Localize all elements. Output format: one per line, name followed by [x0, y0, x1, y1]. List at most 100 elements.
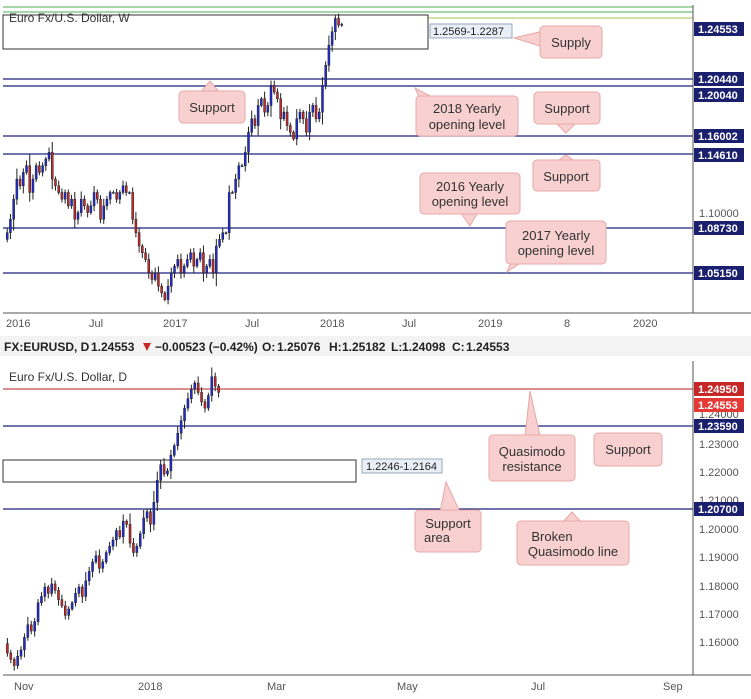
- weekly-candle: [121, 185, 125, 193]
- info-bar-bg: [0, 336, 751, 356]
- daily-candle: [91, 561, 94, 572]
- daily-candle: [169, 454, 173, 472]
- daily-candle: [111, 539, 115, 547]
- callout-yearly-2017-line1: 2017 Yearly: [522, 228, 590, 243]
- weekly-candle: [137, 232, 141, 247]
- weekly-candle: [86, 205, 89, 213]
- callout-supply: Supply: [512, 25, 603, 59]
- callout-support-right-1: Support: [533, 91, 601, 134]
- info-open: 1.25076: [277, 340, 321, 354]
- tag-1-14610: 1.14610: [698, 150, 738, 162]
- weekly-candle: [128, 192, 131, 194]
- daily-candle: [176, 432, 179, 447]
- info-bar: FX:EURUSD, D 1.24553 −0.00523 (−0.42%) O…: [0, 336, 751, 356]
- dta-mar: Mar: [267, 681, 286, 693]
- dta-sep: Sep: [663, 681, 683, 693]
- weekly-candle: [253, 118, 257, 126]
- tag-bg-1-20440: [694, 72, 744, 86]
- daily-candle: [135, 546, 139, 553]
- daily-candle: [173, 445, 176, 456]
- weekly-candle: [250, 118, 253, 133]
- info-high-label: H:: [329, 340, 342, 354]
- daily-candle: [104, 552, 108, 563]
- callout-support-area-line1: Support: [425, 516, 471, 531]
- weekly-candle: [147, 259, 151, 274]
- weekly-candle: [334, 18, 337, 33]
- weekly-candle: [102, 205, 105, 220]
- weekly-candle: [89, 205, 93, 213]
- tag-1-16002: 1.16002: [698, 131, 738, 143]
- daily-price-axis: [693, 361, 751, 675]
- daily-candle: [26, 624, 30, 638]
- daily-candle: [200, 392, 203, 403]
- info-low: 1.24098: [402, 340, 446, 354]
- weekly-candle: [327, 44, 331, 66]
- wt-2016: 2016: [6, 318, 30, 330]
- info-high: 1.25182: [342, 340, 386, 354]
- daily-candle: [210, 376, 214, 396]
- weekly-candle: [9, 219, 12, 233]
- callout-support-daily: Support: [593, 432, 663, 467]
- info-close: 1.24553: [466, 340, 510, 354]
- support-zone-label: 1.2246-1.2164: [366, 461, 437, 473]
- daily-candle: [108, 546, 111, 553]
- weekly-candle: [51, 152, 54, 180]
- weekly-candle: [224, 232, 228, 234]
- tag-bg-1-20040: [694, 88, 744, 102]
- daily-candle: [81, 586, 84, 597]
- daily-candle: [9, 652, 13, 660]
- weekly-candle: [47, 152, 51, 160]
- daily-time-axis: Nov 2018 Mar May Jul Sep: [14, 681, 683, 693]
- daily-candle: [29, 624, 33, 632]
- weekly-candle: [211, 259, 215, 274]
- daily-candle: [36, 602, 40, 622]
- dtag-bg-1-20700: [694, 502, 744, 516]
- weekly-candle: [337, 18, 340, 26]
- daily-axis-ticks: 1.24000 1.23000 1.22000 1.21000 1.20000 …: [699, 409, 739, 649]
- daily-candle: [101, 561, 105, 569]
- wt-2018: 2018: [320, 318, 344, 330]
- tag-bg-1-08730: [694, 221, 744, 235]
- callout-yearly-2018-line2: opening level: [429, 117, 506, 132]
- weekly-candle: [12, 198, 15, 220]
- weekly-candle: [54, 178, 57, 187]
- supply-zone-label: 1.2569-1.2287: [433, 26, 504, 38]
- weekly-candle: [131, 192, 134, 220]
- weekly-candle: [144, 252, 147, 260]
- daily-candle: [87, 571, 91, 582]
- weekly-candle: [96, 192, 99, 200]
- dtag-1-23590: 1.23590: [698, 421, 738, 433]
- tag-1-05150: 1.05150: [698, 268, 738, 280]
- weekly-candle: [314, 105, 318, 120]
- dta-nov: Nov: [14, 681, 34, 693]
- wt-8: 8: [564, 318, 570, 330]
- daily-candle: [47, 586, 50, 594]
- dtag-bg-1-24950: [694, 382, 744, 396]
- dt-tick-1-18: 1.18000: [699, 581, 739, 593]
- weekly-candle: [28, 165, 31, 193]
- wt-jul-3: Jul: [402, 318, 416, 330]
- callout-broken-qm: Broken Quasimodo line: [516, 511, 630, 566]
- weekly-candle: [198, 252, 202, 260]
- daily-candle: [121, 520, 125, 538]
- weekly-candle: [324, 65, 327, 86]
- weekly-candle: [340, 24, 344, 26]
- tag-bg-1-16002: [694, 129, 744, 143]
- weekly-candle: [266, 105, 270, 113]
- weekly-candle: [134, 219, 138, 233]
- weekly-candle: [182, 265, 186, 274]
- weekly-candle: [308, 111, 311, 133]
- weekly-candle: [18, 178, 22, 187]
- daily-candle: [74, 593, 77, 604]
- daily-candle: [142, 517, 145, 534]
- weekly-candle: [22, 172, 25, 187]
- callout-yearly-2017-line2: opening level: [518, 243, 595, 258]
- weekly-candle: [218, 239, 221, 247]
- daily-candle: [145, 511, 149, 519]
- callout-broken-qm-line2: Quasimodo line: [528, 544, 618, 559]
- daily-candle: [6, 643, 9, 654]
- daily-candle: [98, 555, 101, 569]
- weekly-candle: [163, 292, 167, 300]
- weekly-candle: [79, 198, 83, 213]
- weekly-candle: [330, 31, 334, 46]
